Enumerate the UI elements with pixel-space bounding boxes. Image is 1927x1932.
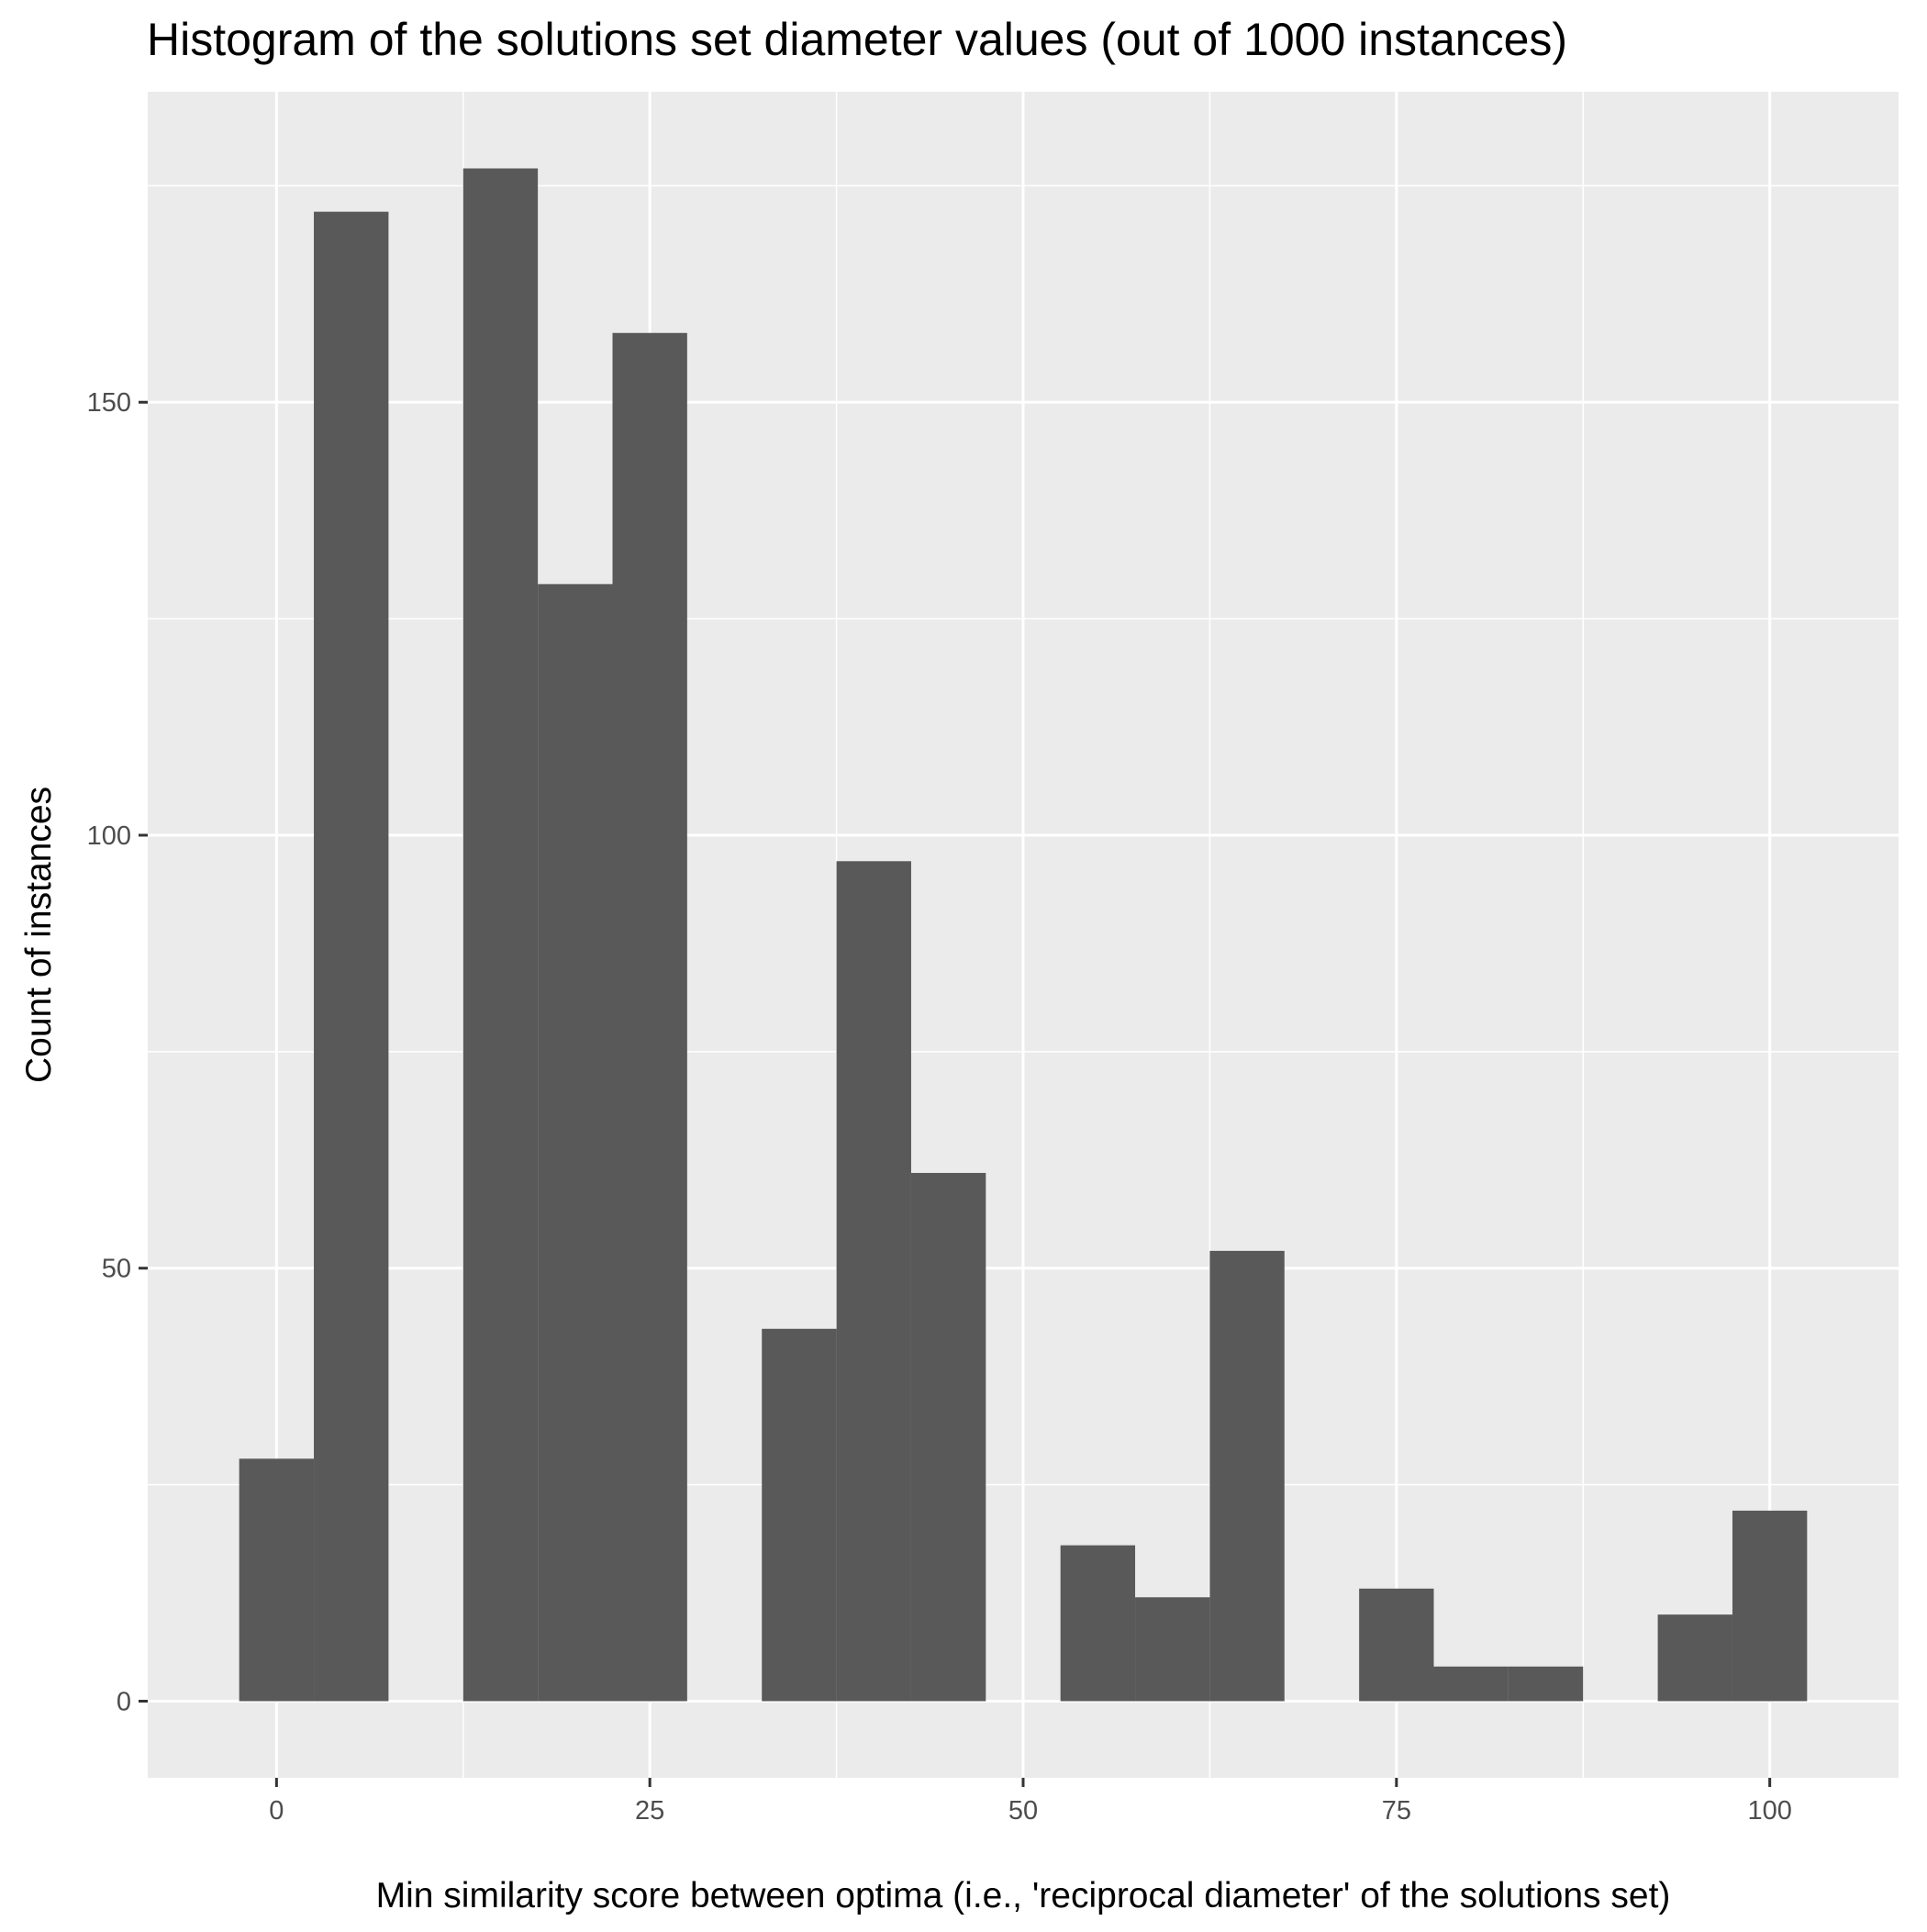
histogram-bar: [239, 1458, 315, 1702]
x-tick-label: 75: [1382, 1796, 1411, 1826]
x-tick-label: 100: [1747, 1796, 1791, 1826]
chart-title: Histogram of the solutions set diameter …: [147, 14, 1567, 65]
histogram-bar: [762, 1328, 837, 1702]
x-tick-label: 50: [1008, 1796, 1038, 1826]
histogram-bar: [462, 168, 539, 1702]
histogram-bar: [1060, 1545, 1136, 1702]
histogram-bar: [836, 861, 911, 1702]
x-axis-title: Min similarity score between optima (i.e…: [376, 1876, 1671, 1915]
histogram-bar: [1732, 1510, 1808, 1702]
histogram-bar: [538, 584, 613, 1702]
y-tick-label: 50: [102, 1255, 131, 1284]
histogram-bar: [1433, 1666, 1509, 1702]
histogram-bar: [314, 211, 389, 1702]
y-axis-title: Count of instances: [19, 787, 59, 1083]
histogram-bar: [612, 332, 687, 1702]
histogram-bar: [1657, 1614, 1732, 1702]
histogram-bar: [910, 1172, 986, 1702]
histogram-bar: [1209, 1250, 1285, 1702]
y-tick-label: 0: [117, 1688, 131, 1717]
axis-tick-labels: 0 25 50 75 100 0 50 100 150: [87, 388, 1792, 1826]
histogram-bar: [1135, 1597, 1210, 1702]
x-tick-label: 0: [269, 1796, 284, 1826]
axis-ticks: [139, 400, 1772, 1787]
y-tick-label: 150: [87, 388, 131, 418]
y-tick-label: 100: [87, 821, 131, 851]
x-tick-label: 25: [635, 1796, 664, 1826]
histogram-bar: [1359, 1588, 1434, 1702]
histogram-bars: [239, 168, 1808, 1702]
histogram-bar: [1508, 1666, 1584, 1702]
